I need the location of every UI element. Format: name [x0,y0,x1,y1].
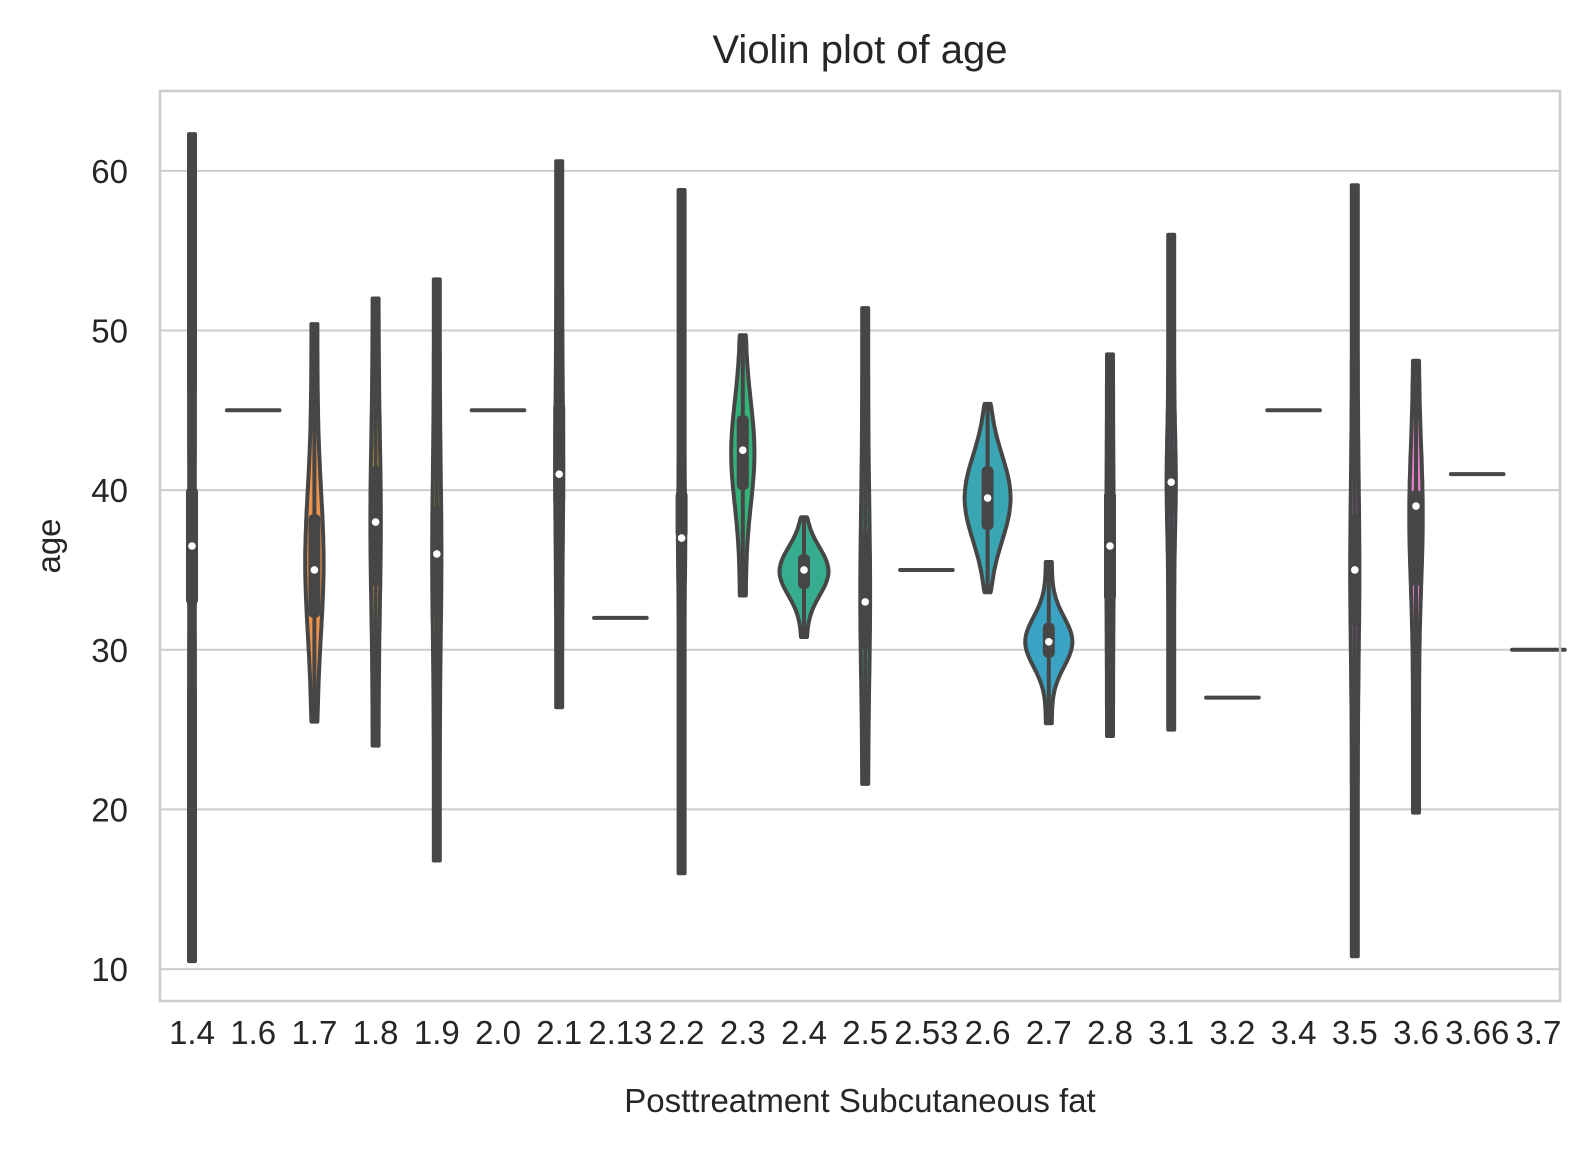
y-tick-label: 20 [91,791,128,828]
x-tick-label: 1.4 [169,1014,215,1051]
violin-2.7 [1023,560,1075,726]
x-tick-label: 1.6 [230,1014,276,1051]
y-tick-label: 10 [91,951,128,988]
violin-iqr-box [553,402,566,507]
x-tick-label: 3.2 [1209,1014,1255,1051]
violin-3.1 [1164,232,1178,732]
violin-median-dot [739,446,747,455]
violin-median-dot [433,550,441,558]
violin-2.4 [777,515,831,639]
violin-1.8 [368,296,383,748]
violin-2.6 [962,401,1013,595]
violin-median-dot [1412,502,1420,510]
violin-iqr-box [859,530,872,650]
y-tick-label: 30 [91,632,128,669]
x-tick-label: 2.7 [1026,1014,1072,1051]
violin-median-dot [310,566,319,574]
violin-median-dot [188,542,196,550]
x-tick-label: 1.9 [414,1014,460,1051]
x-tick-label: 3.1 [1148,1014,1194,1051]
violin-2.1 [553,159,566,710]
violin-2.5 [858,306,873,786]
violin-median-dot [1167,478,1175,486]
violin-median-dot [800,566,808,574]
x-tick-label: 3.5 [1332,1014,1378,1051]
x-tick-label: 2.1 [536,1014,582,1051]
x-tick-label: 2.6 [965,1014,1011,1051]
violin-2.3 [729,333,757,598]
violin-median-dot [1106,542,1114,550]
y-tick-label: 40 [91,472,128,509]
violin-median-dot [677,534,686,542]
x-tick-label: 2.8 [1087,1014,1133,1051]
violin-1.4 [186,132,198,964]
violin-1.7 [303,322,326,724]
x-tick-label: 3.7 [1515,1014,1561,1051]
violin-2.8 [1104,352,1116,738]
x-axis-label: Posttreatment Subcutaneous fat [624,1082,1095,1119]
violin-median-dot [1045,637,1053,646]
y-tick-label: 60 [91,153,128,190]
chart-title: Violin plot of age [712,28,1007,72]
y-tick-labels: 10 20 30 40 50 60 [91,153,128,988]
violin-iqr-box [308,514,321,618]
violin-3.5 [1348,183,1362,959]
violins [186,132,1567,964]
violin-3.6 [1407,358,1425,815]
y-tick-label: 50 [91,312,128,349]
x-tick-label: 3.66 [1445,1014,1509,1051]
violin-iqr-box [675,490,688,539]
violin-median-dot [371,518,380,526]
x-tick-label: 2.53 [894,1014,958,1051]
x-tick-label: 3.6 [1393,1014,1439,1051]
x-tick-label: 3.4 [1271,1014,1317,1051]
x-tick-label: 2.5 [842,1014,888,1051]
plot-frame [158,89,1562,1003]
x-tick-label: 2.4 [781,1014,827,1051]
x-tick-label: 2.13 [588,1014,652,1051]
x-tick-label: 2.3 [720,1014,766,1051]
violin-iqr-box [1410,490,1422,586]
violin-median-dot [555,470,563,478]
x-tick-label: 1.8 [353,1014,399,1051]
violin-2.2 [675,188,688,876]
x-tick-label: 1.7 [291,1014,337,1051]
violin-median-dot [861,598,869,606]
violin-iqr-box [369,466,382,586]
violin-median-dot [1351,566,1359,574]
violin-iqr-box [430,506,443,618]
x-tick-label: 2.0 [475,1014,521,1051]
y-axis-label: age [30,518,67,573]
x-tick-labels: 1.4 1.6 1.7 1.8 1.9 2.0 2.1 2.13 2.2 2.3 2.4 2.5 2.5… [169,1014,1561,1051]
violin-1.9 [430,277,444,863]
x-tick-label: 2.2 [659,1014,705,1051]
violin-median-dot [983,494,992,502]
